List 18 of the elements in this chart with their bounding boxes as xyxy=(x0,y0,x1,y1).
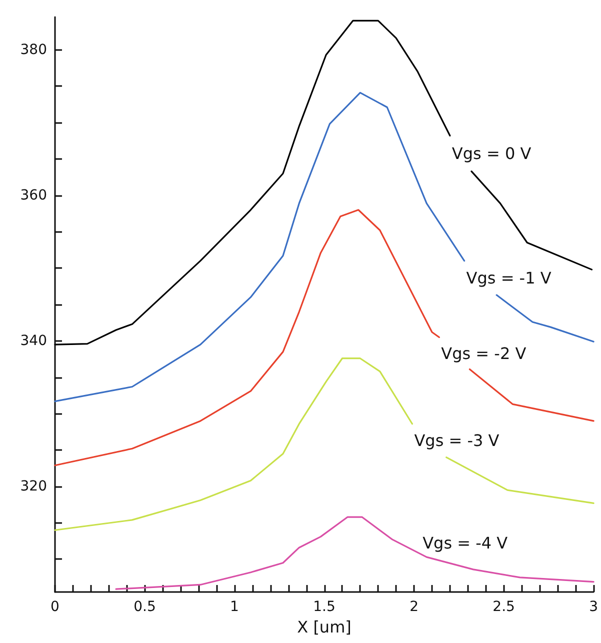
x-tick-label: 1.5 xyxy=(313,599,336,615)
x-tick-label: 0 xyxy=(50,599,60,615)
series-label: Vgs = 0 V xyxy=(452,144,532,163)
y-tick-label: 320 xyxy=(20,478,47,494)
x-axis-title: X [um] xyxy=(297,617,352,636)
x-tick-label: 0.5 xyxy=(134,599,156,615)
x-tick-label: 3 xyxy=(589,599,598,615)
x-tick-label: 2.5 xyxy=(492,599,515,615)
x-tick-label: 1 xyxy=(230,599,239,615)
x-tick-label: 2 xyxy=(410,599,418,615)
series-label: Vgs = -2 V xyxy=(441,344,526,363)
y-tick-label: 340 xyxy=(20,332,47,349)
line-series xyxy=(115,516,594,590)
y-tick-label: 360 xyxy=(20,187,47,204)
series-label: Vgs = -3 V xyxy=(414,431,500,450)
y-tick-label: 380 xyxy=(20,42,47,58)
series-label: Vgs = -4 V xyxy=(422,534,508,553)
series-label: Vgs = -1 V xyxy=(466,268,552,288)
